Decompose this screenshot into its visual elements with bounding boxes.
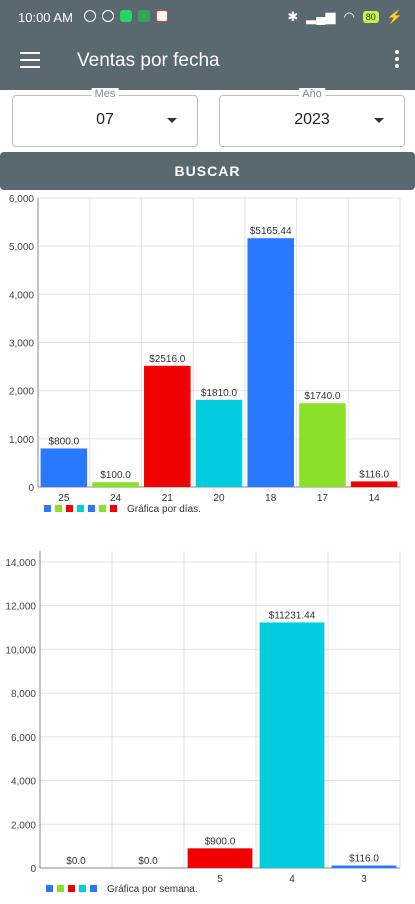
year-value: 2023 <box>294 111 330 128</box>
x-tick-label: 18 <box>265 493 277 504</box>
bar-value-label: $2516.0 <box>149 354 186 365</box>
bar-value-label: $5165.44 <box>250 226 292 237</box>
chart-bar <box>144 365 191 487</box>
whatsapp-icon <box>120 10 132 22</box>
y-tick-label: 12,000 <box>5 602 36 613</box>
chevron-down-icon <box>374 118 384 123</box>
bar-value-label: $116.0 <box>349 853 379 864</box>
year-select[interactable]: Año 2023 <box>219 88 405 147</box>
y-tick-label: 6,000 <box>11 733 36 744</box>
legend-label: Gráfica por semana. <box>107 884 198 895</box>
month-select[interactable]: Mes 07 <box>12 88 198 147</box>
app-bar: Ventas por fecha <box>0 34 415 90</box>
mute-icon <box>84 10 96 22</box>
x-tick-label: 3 <box>361 874 367 885</box>
x-tick-label: 5 <box>217 874 223 885</box>
legend-swatch <box>68 885 75 892</box>
chevron-down-icon <box>167 118 177 123</box>
y-tick-label: 3,000 <box>9 339 34 350</box>
bar-value-label: $0.0 <box>138 856 158 867</box>
legend-swatch <box>79 885 86 892</box>
legend-swatch <box>44 505 51 512</box>
bar-value-label: $900.0 <box>205 836 236 847</box>
gmail-icon <box>156 10 168 22</box>
x-tick-label: 14 <box>369 493 381 504</box>
y-tick-label: 5,000 <box>9 242 34 253</box>
chart-bar <box>350 481 398 487</box>
chart-bar <box>40 448 88 487</box>
bar-value-label: $1810.0 <box>201 388 238 399</box>
wifi-icon: ◠ <box>343 9 355 24</box>
weekly-sales-chart: 0 2,000 4,000 6,000 8,000 10,000 12,000 14,000 $… <box>0 540 415 900</box>
legend-swatch <box>55 505 62 512</box>
y-tick-label: 2,000 <box>11 820 36 831</box>
x-tick-label: 21 <box>162 493 174 504</box>
charging-icon: ⚡ <box>386 9 403 24</box>
x-tick-label: 4 <box>289 874 295 885</box>
chart-bar <box>247 238 294 487</box>
more-options-icon[interactable] <box>395 50 399 70</box>
legend-swatch <box>88 505 95 512</box>
y-tick-label: 0 <box>28 483 34 494</box>
alarm-icon <box>102 10 114 22</box>
app-icon <box>138 10 150 22</box>
system-icons: ✱ ▂▄▆ ◠ 80 ⚡ <box>287 9 403 25</box>
legend-swatch <box>90 885 97 892</box>
chart-bar <box>187 848 253 868</box>
page-title: Ventas por fecha <box>77 50 220 71</box>
month-label: Mes <box>91 88 119 100</box>
weekly-sales-chart-svg: 0 2,000 4,000 6,000 8,000 10,000 12,000 14,000 $… <box>5 551 401 895</box>
bar-value-label: $100.0 <box>100 470 131 481</box>
daily-sales-chart-svg: 0 1,000 2,000 3,000 4,000 5,000 6,000 $800.0 25 $… <box>9 194 401 515</box>
battery-level: 80 <box>365 12 376 22</box>
bar-value-label: $800.0 <box>49 436 80 447</box>
bar-value-label: $116.0 <box>359 469 389 480</box>
legend-swatch <box>57 885 64 892</box>
y-tick-label: 1,000 <box>9 435 34 446</box>
y-tick-label: 2,000 <box>9 387 34 398</box>
bar-value-label: $0.0 <box>66 856 86 867</box>
x-tick-label: 17 <box>317 493 329 504</box>
bar-value-label: $1740.0 <box>304 391 341 402</box>
x-tick-label: 20 <box>213 493 225 504</box>
chart-bar <box>331 865 397 868</box>
signal-icon: ▂▄▆ <box>306 9 336 24</box>
y-tick-label: 4,000 <box>9 290 34 301</box>
chart-bar <box>92 482 139 487</box>
y-tick-label: 8,000 <box>11 689 36 700</box>
bluetooth-icon: ✱ <box>287 9 299 24</box>
menu-icon[interactable] <box>20 52 40 68</box>
y-tick-label: 4,000 <box>11 777 36 788</box>
legend-swatch <box>99 505 106 512</box>
legend-swatch <box>110 505 117 512</box>
chart-bar <box>195 399 243 487</box>
month-value: 07 <box>96 111 114 128</box>
status-bar: 10:00 AM ✱ ▂▄▆ ◠ 80 ⚡ <box>0 0 415 34</box>
search-button[interactable]: BUSCAR <box>0 152 415 190</box>
chart-bar <box>259 622 325 868</box>
y-tick-label: 10,000 <box>5 645 36 656</box>
x-tick-label: 24 <box>110 493 122 504</box>
notification-icons <box>84 10 168 22</box>
legend-label: Gráfica por días. <box>127 504 201 515</box>
legend-swatch <box>77 505 84 512</box>
status-time: 10:00 AM <box>18 10 73 25</box>
x-tick-label: 25 <box>58 493 70 504</box>
battery-icon: 80 <box>362 11 379 23</box>
legend-swatch <box>46 885 53 892</box>
bar-value-label: $11231.44 <box>269 610 316 621</box>
y-tick-label: 0 <box>30 864 36 875</box>
y-tick-label: 6,000 <box>9 194 34 205</box>
y-tick-label: 14,000 <box>5 558 36 569</box>
year-label: Año <box>299 88 325 100</box>
daily-sales-chart: 0 1,000 2,000 3,000 4,000 5,000 6,000 $800.0 25 $… <box>0 190 415 520</box>
chart-bar <box>299 403 346 487</box>
legend-swatch <box>66 505 73 512</box>
